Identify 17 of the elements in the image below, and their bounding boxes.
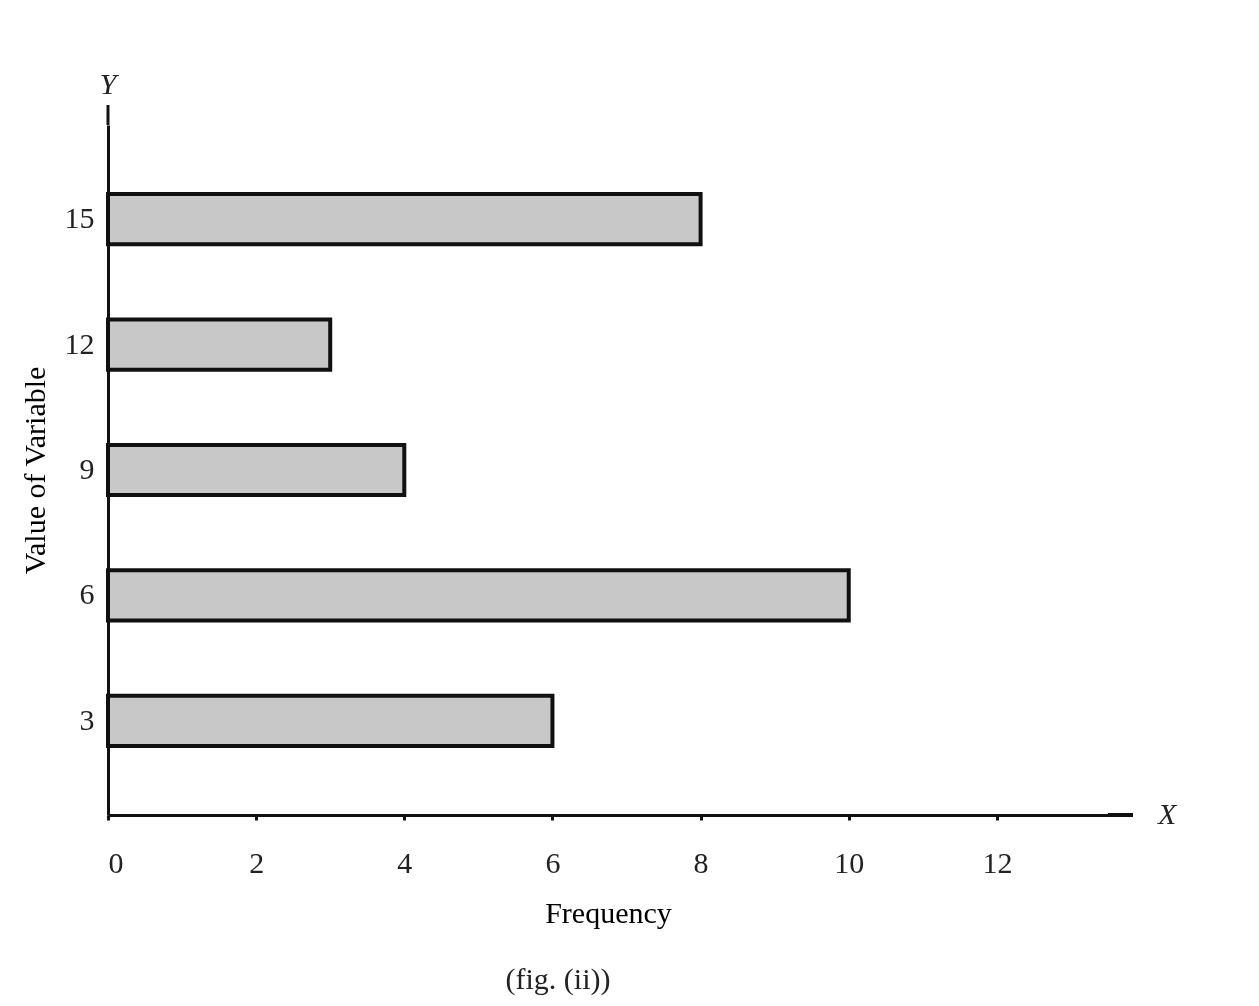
x-tick-label: 2 [249,845,265,879]
text: (fig. (ii)) [505,962,611,996]
y-tick-label: 3 [79,702,95,736]
x-tick-label: 6 [545,845,561,879]
text: Y [99,67,120,100]
x-tick-label: 10 [834,845,865,879]
x-tick-label: 8 [693,845,709,879]
y-tick-label: 15 [64,201,95,235]
x-tick-label: 4 [397,845,413,879]
x-axis-title: Frequency [545,895,672,929]
text: X [1157,797,1178,830]
y-tick-label: 9 [79,452,95,485]
x-tick-label: 12 [982,845,1013,879]
x-tick-label: 0 [108,845,124,879]
y-tick-label: 6 [79,577,95,611]
y-axis-title: Value of Variable [17,366,51,575]
y-tick-label: 12 [64,326,95,360]
